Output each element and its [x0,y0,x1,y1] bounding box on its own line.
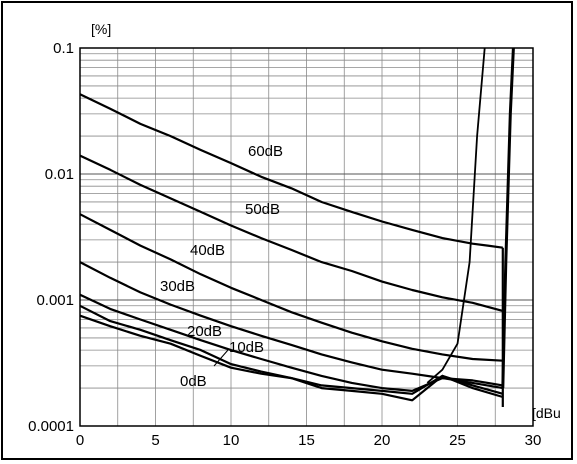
x-tick-label: 15 [298,432,315,449]
x-tick-label: 5 [151,432,159,449]
x-tick-label: 10 [223,432,240,449]
y-tick-label: 0.1 [53,40,74,57]
y-tick-label: 0.001 [36,292,74,309]
x-axis-unit: [dBu [532,405,561,421]
ticks: 0 5 10 15 20 25 30 0.0001 0.001 0.01 0.1 [28,40,541,449]
clip-rise-line [501,47,515,389]
label-leader-line [213,349,229,367]
x-tick-label: 25 [449,432,466,449]
series-line-60dB [79,93,503,249]
x-tick-label: 30 [525,432,542,449]
series-line-50dB [79,154,504,312]
series-label-0dB: 0dB [180,373,207,390]
plot-border [79,47,534,427]
series-label-30dB: 30dB [160,278,195,295]
series-label-60dB: 60dB [248,143,283,160]
series-line-40dB [79,213,503,362]
y-tick-label: 0.0001 [28,418,74,435]
series-label-40dB: 40dB [190,242,225,259]
clip-rise-line [426,47,486,384]
grid [80,48,533,426]
y-axis-unit: [%] [91,21,111,37]
curves [79,47,515,407]
series-labels: 60dB 50dB 40dB 30dB 20dB 10dB 0dB [160,143,283,390]
series-line-30dB [79,261,503,387]
x-tick-label: 0 [76,432,84,449]
x-tick-label: 20 [374,432,391,449]
series-label-10dB: 10dB [229,339,264,356]
series-line-0dB [79,314,504,402]
series-label-20dB: 20dB [187,323,222,340]
y-tick-label: 0.01 [45,166,74,183]
series-label-50dB: 50dB [245,201,280,218]
